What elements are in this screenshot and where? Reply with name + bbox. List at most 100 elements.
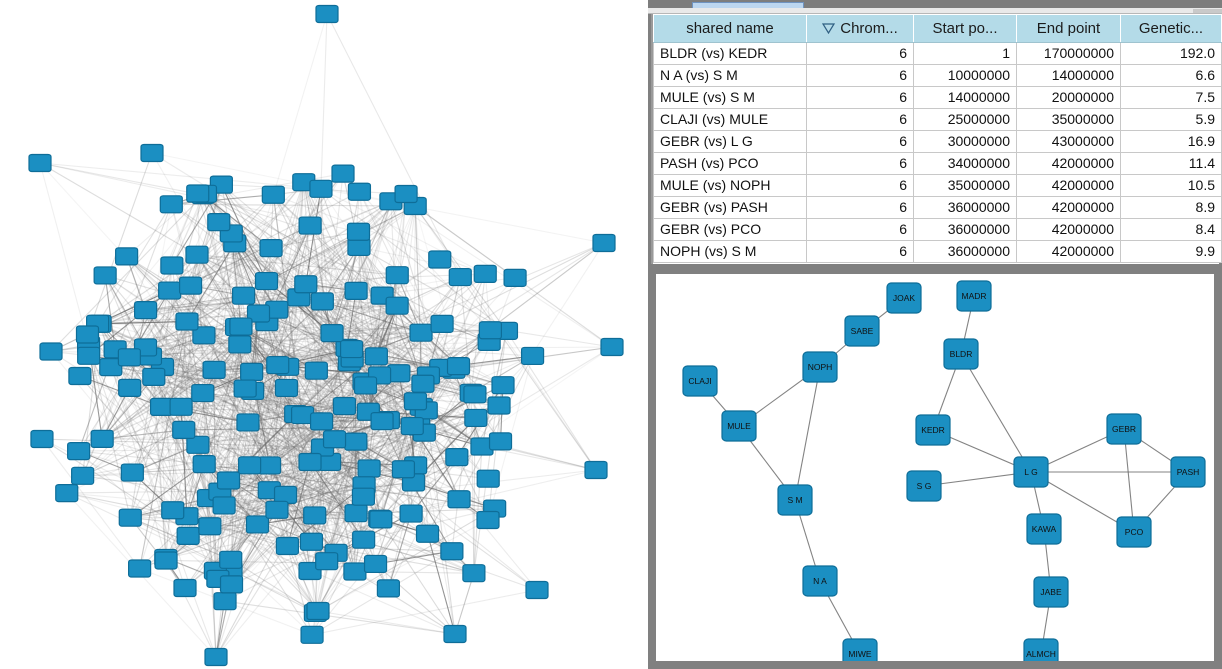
network-edge[interactable] xyxy=(230,233,312,542)
node-shape[interactable] xyxy=(236,413,260,432)
node-shape[interactable] xyxy=(30,429,54,449)
network-edge[interactable] xyxy=(286,387,500,407)
node-shape[interactable] xyxy=(462,564,486,583)
network-edge[interactable] xyxy=(66,492,319,612)
network-node-95[interactable] xyxy=(339,339,364,359)
node-shape[interactable] xyxy=(385,296,409,315)
network-edge[interactable] xyxy=(102,432,425,440)
node-shape[interactable] xyxy=(219,575,244,594)
network-edge[interactable] xyxy=(247,246,360,423)
node-shape[interactable] xyxy=(315,4,339,24)
network-edge[interactable] xyxy=(311,589,538,636)
cell-end-point[interactable]: 42000000 xyxy=(1016,174,1121,197)
node-shape[interactable] xyxy=(343,562,367,581)
network-node-74[interactable] xyxy=(67,442,91,461)
network-edge[interactable] xyxy=(387,513,412,589)
node-shape[interactable] xyxy=(1170,456,1206,488)
network-node-1[interactable] xyxy=(257,456,282,475)
network-edge[interactable] xyxy=(272,194,348,349)
network-node-188[interactable] xyxy=(204,647,228,667)
network-edge[interactable] xyxy=(129,356,337,554)
network-node-91[interactable] xyxy=(411,374,435,393)
node-shape[interactable] xyxy=(346,222,371,241)
cell-shared-name[interactable]: GEBR (vs) PCO xyxy=(653,218,807,241)
network-node-151[interactable] xyxy=(266,355,290,375)
node-shape[interactable] xyxy=(476,510,500,530)
network-node-179[interactable] xyxy=(233,379,257,398)
network-edge[interactable] xyxy=(145,309,311,463)
network-node-153[interactable] xyxy=(491,376,515,395)
network-edge[interactable] xyxy=(208,497,319,612)
network-edge[interactable] xyxy=(363,508,495,541)
network-edge[interactable] xyxy=(239,343,352,350)
network-edge[interactable] xyxy=(171,203,416,207)
node-shape[interactable] xyxy=(363,554,388,574)
subnetwork-node-bldr[interactable]: BLDR xyxy=(943,338,979,370)
network-node-60[interactable] xyxy=(352,530,376,549)
table-row[interactable]: N A (vs) S M 6 10000000 14000000 6.6 xyxy=(653,64,1222,87)
node-shape[interactable] xyxy=(77,346,101,365)
network-edge[interactable] xyxy=(251,301,323,373)
network-node-172[interactable] xyxy=(75,325,100,344)
cell-genetic[interactable]: 5.9 xyxy=(1120,108,1222,131)
node-shape[interactable] xyxy=(309,412,334,431)
network-node-135[interactable] xyxy=(186,184,210,203)
network-edge[interactable] xyxy=(231,358,353,585)
subnetwork-node-sg[interactable]: S G xyxy=(906,470,942,502)
network-edge[interactable] xyxy=(126,255,279,366)
network-edge[interactable] xyxy=(110,204,172,368)
network-edge[interactable] xyxy=(322,300,422,334)
network-edge[interactable] xyxy=(218,221,459,367)
network-node-100[interactable] xyxy=(236,413,260,432)
node-shape[interactable] xyxy=(600,337,624,357)
network-edge[interactable] xyxy=(97,233,232,325)
node-shape[interactable] xyxy=(159,195,183,214)
network-node-111[interactable] xyxy=(219,575,244,594)
network-node-161[interactable] xyxy=(351,487,376,506)
network-edge[interactable] xyxy=(217,326,242,579)
cell-end-point[interactable]: 42000000 xyxy=(1016,152,1121,175)
cell-chromosome[interactable]: 6 xyxy=(806,130,914,153)
cell-start-point[interactable]: 35000000 xyxy=(913,174,1017,197)
network-edge[interactable] xyxy=(50,194,204,352)
cell-shared-name[interactable]: GEBR (vs) PASH xyxy=(653,196,807,219)
network-node-30[interactable] xyxy=(149,397,174,416)
cell-shared-name[interactable]: MULE (vs) S M xyxy=(653,86,807,109)
network-edge[interactable] xyxy=(252,390,364,498)
cell-end-point[interactable]: 42000000 xyxy=(1016,218,1121,241)
network-node-121[interactable] xyxy=(385,266,409,285)
subnetwork-node-mule[interactable]: MULE xyxy=(721,410,757,442)
network-edge[interactable] xyxy=(190,285,427,411)
cell-genetic[interactable]: 16.9 xyxy=(1120,130,1222,153)
node-shape[interactable] xyxy=(160,256,184,275)
network-edge[interactable] xyxy=(277,193,407,366)
network-edge[interactable] xyxy=(498,242,605,406)
node-shape[interactable] xyxy=(309,179,333,198)
node-shape[interactable] xyxy=(906,470,942,502)
network-edge[interactable] xyxy=(151,152,287,389)
network-edge[interactable] xyxy=(145,309,323,448)
network-edge[interactable] xyxy=(375,563,456,635)
network-node-101[interactable] xyxy=(376,579,400,598)
network-edge[interactable] xyxy=(153,225,311,378)
column-header-end-point[interactable]: End point xyxy=(1016,14,1121,43)
node-shape[interactable] xyxy=(298,452,322,472)
node-shape[interactable] xyxy=(487,396,511,415)
node-shape[interactable] xyxy=(90,429,114,448)
cell-chromosome[interactable]: 6 xyxy=(806,152,914,175)
cell-genetic[interactable]: 10.5 xyxy=(1120,174,1222,197)
network-edge[interactable] xyxy=(205,193,307,285)
network-edge[interactable] xyxy=(139,429,185,569)
node-shape[interactable] xyxy=(322,430,347,449)
network-edge[interactable] xyxy=(145,346,459,367)
network-edge[interactable] xyxy=(104,275,204,394)
network-edge[interactable] xyxy=(203,463,278,511)
node-shape[interactable] xyxy=(802,565,838,597)
network-edge[interactable] xyxy=(320,188,336,440)
node-shape[interactable] xyxy=(430,314,454,333)
network-node-146[interactable] xyxy=(160,256,184,275)
network-edge[interactable] xyxy=(145,332,422,348)
node-shape[interactable] xyxy=(229,317,253,336)
network-node-163[interactable] xyxy=(478,321,502,340)
network-node-93[interactable] xyxy=(487,396,511,415)
